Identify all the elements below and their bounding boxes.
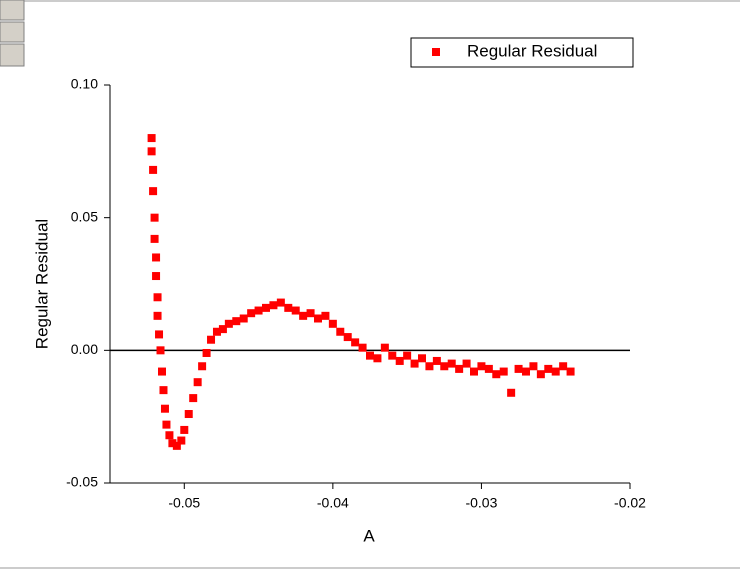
x-tick-label: -0.04 [317,495,349,511]
scatter-point [262,303,270,312]
scatter-point [351,338,360,347]
legend-label: Regular Residual [467,41,597,60]
scatter-point [150,213,159,222]
scatter-point [551,367,560,376]
scatter-point [559,362,568,371]
scatter-point [536,370,545,379]
scatter-point [202,348,211,357]
scatter-point [306,309,315,318]
scatter-point [150,234,159,243]
x-tick-label: -0.05 [168,495,200,511]
scatter-point [254,306,263,315]
scatter-point [499,367,508,376]
scatter-point [207,335,216,344]
scatter-point [149,187,158,196]
scatter-point [328,319,337,328]
scatter-point [544,364,553,373]
scatter-point [522,367,530,376]
scatter-point [165,431,174,440]
scatter-point [358,343,367,352]
scatter-point [152,253,161,262]
scatter-point [462,359,471,368]
scatter-point [373,354,382,363]
scatter-point [177,436,186,445]
scatter-point [455,364,464,373]
scatter-point [160,404,169,413]
scatter-point [180,425,189,434]
scatter-point [159,386,168,395]
y-tick-label: 0.00 [71,341,98,357]
x-axis-label: A [363,526,375,545]
y-tick-label: 0.10 [71,76,98,92]
scatter-point [343,333,352,342]
scatter-point [147,147,156,156]
scatter-point [492,370,501,379]
scatter-point [284,303,293,312]
scatter-point [156,346,165,355]
scatter-point [388,351,397,360]
scatter-point [239,314,248,323]
scatter-point [189,394,198,403]
scatter-point [149,165,158,174]
scatter-point [529,362,538,371]
x-tick-label: -0.02 [614,495,646,511]
scatter-point [410,359,419,368]
scatter-point [514,364,523,373]
toolbar-button[interactable] [0,0,25,21]
scatter-point [147,134,156,143]
scatter-point [403,351,412,360]
scatter-point [193,378,202,387]
scatter-point [440,362,449,371]
scatter-point [291,306,300,315]
scatter-point [566,367,575,376]
scatter-point [155,330,164,339]
scatter-point [477,362,486,371]
scatter-point [507,388,516,397]
scatter-point [172,441,181,450]
scatter-point [321,311,330,320]
scatter-point [212,327,221,336]
x-tick-label: -0.03 [465,495,497,511]
scatter-point [366,351,374,360]
scatter-point [299,311,308,320]
legend-box [410,37,634,68]
scatter-point [314,314,322,323]
toolbar-button[interactable] [0,21,25,43]
scatter-point [247,309,256,318]
scatter-point [184,410,193,419]
scatter-point [152,272,161,281]
scatter-point [232,317,241,326]
scatter-point [432,356,441,365]
scatter-point [198,362,207,371]
scatter-point [484,364,493,373]
scatter-point [218,325,227,334]
y-tick-label: -0.05 [66,474,98,490]
scatter-point [168,439,177,448]
scatter-point [153,293,162,302]
scatter-point [380,343,389,352]
scatter-point [276,298,285,307]
scatter-point [425,362,434,371]
y-axis-label: Regular Residual [32,219,51,349]
scatter-point [470,367,478,376]
scatter-point [153,311,162,320]
scatter-point [447,359,456,368]
scatter-point [418,354,426,363]
legend-marker [432,48,440,56]
scatter-point [336,327,345,336]
scatter-point [224,319,233,328]
scatter-point [158,367,166,376]
toolbar-button[interactable] [0,43,25,67]
scatter-point [395,356,404,365]
scatter-point [269,301,278,310]
y-tick-label: 0.05 [71,208,98,224]
scatter-point [162,420,171,429]
